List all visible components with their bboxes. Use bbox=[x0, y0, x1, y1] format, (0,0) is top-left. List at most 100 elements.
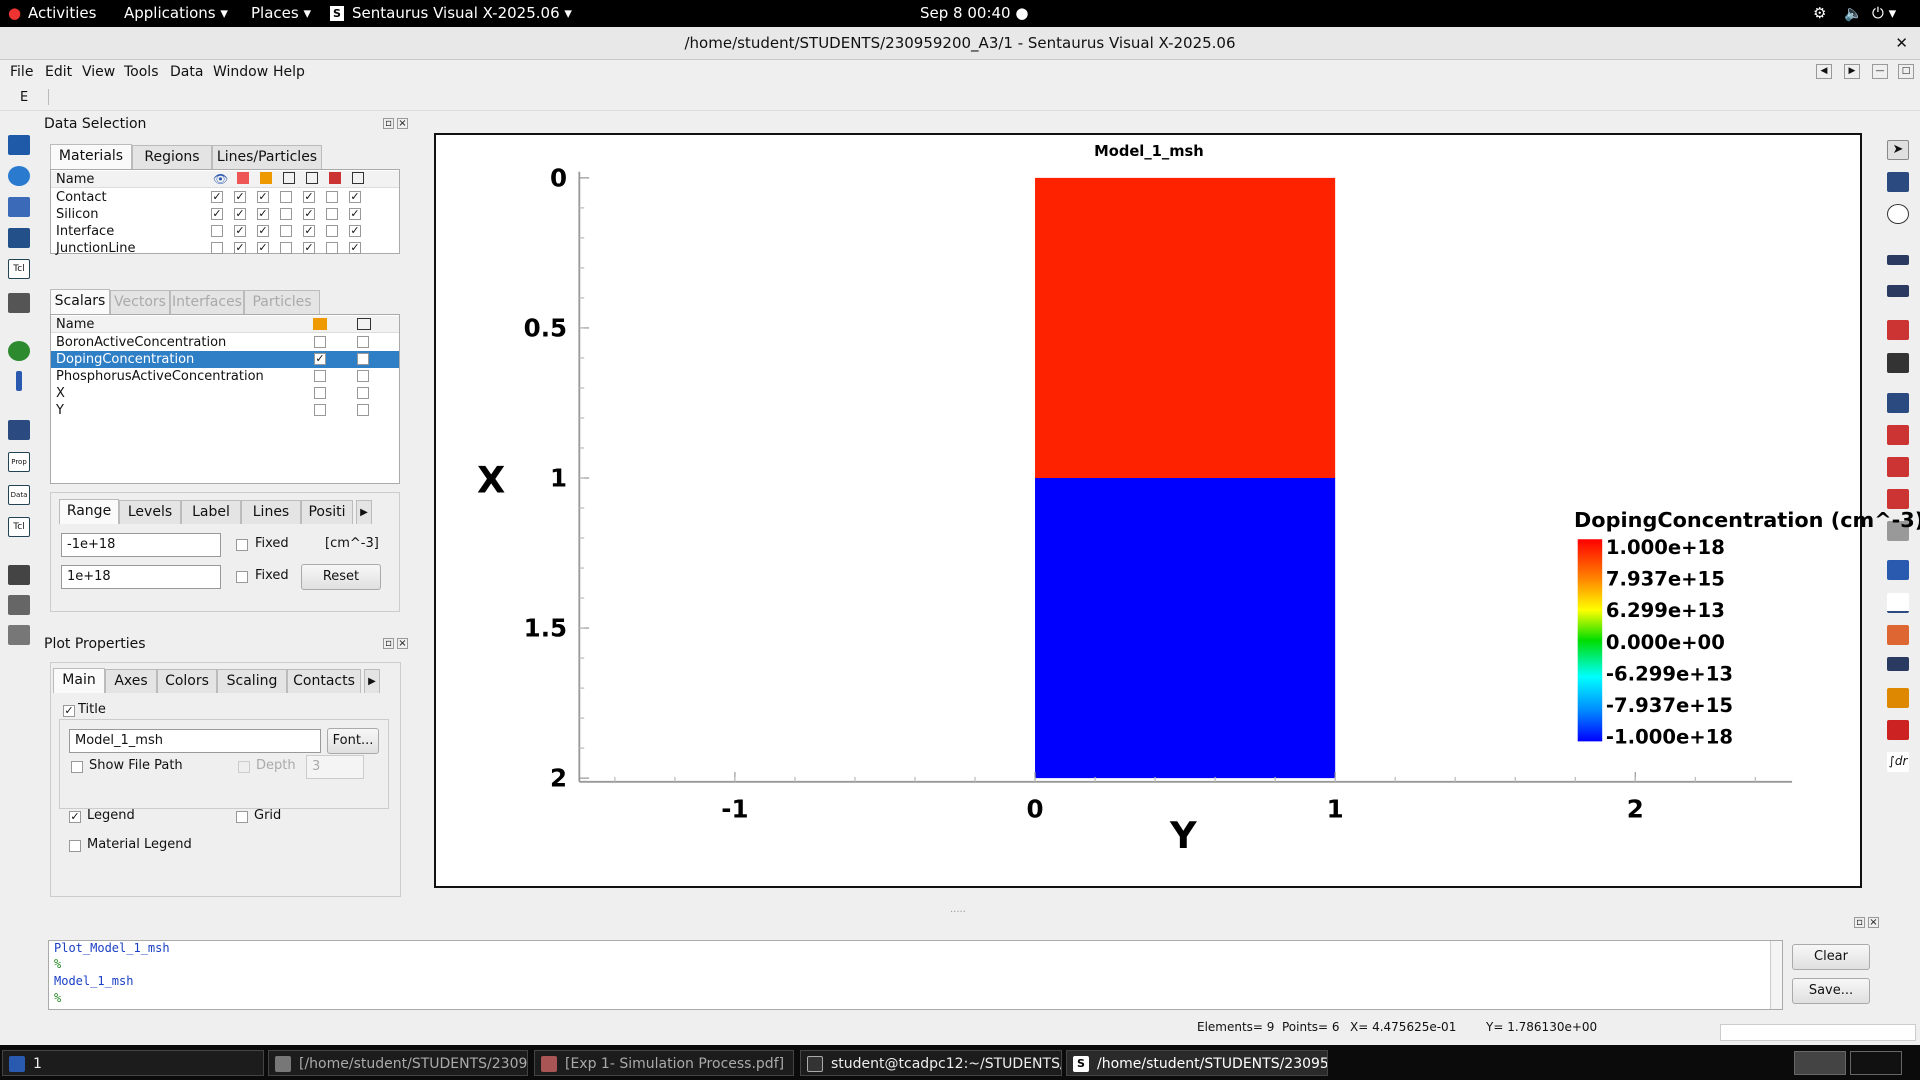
show-file-path-checkbox[interactable] bbox=[71, 761, 83, 773]
material-checkbox[interactable]: ✓ bbox=[349, 190, 361, 203]
taskbar-item-sentaurus[interactable]: S /home/student/STUDENTS/23095... bbox=[1066, 1050, 1328, 1076]
fixed-min-checkbox[interactable] bbox=[236, 539, 248, 551]
tab-vectors[interactable]: Vectors bbox=[110, 290, 170, 314]
tab-materials[interactable]: Materials bbox=[50, 144, 132, 169]
range-min-input[interactable]: -1e+18 bbox=[61, 533, 221, 557]
material-checkbox[interactable]: ✓ bbox=[257, 224, 269, 237]
tab-levels[interactable]: Levels bbox=[119, 500, 181, 524]
reset-button[interactable]: Reset bbox=[301, 564, 381, 590]
scalar-row[interactable]: DopingConcentration bbox=[51, 351, 399, 368]
material-checkbox[interactable] bbox=[280, 208, 292, 220]
title-checkbox[interactable]: ✓ bbox=[63, 704, 75, 717]
material-checkbox[interactable] bbox=[211, 225, 223, 237]
material-checkbox[interactable] bbox=[326, 191, 338, 203]
open-folder-icon[interactable] bbox=[8, 135, 30, 155]
brush-icon[interactable] bbox=[1887, 625, 1909, 645]
places-menu[interactable]: Places ▾ bbox=[251, 4, 312, 22]
movie-frame-icon[interactable] bbox=[8, 595, 30, 615]
cut-z-icon[interactable] bbox=[1887, 521, 1909, 541]
float-icon[interactable]: ▫ bbox=[383, 638, 394, 649]
movie-icon[interactable] bbox=[8, 565, 30, 585]
menu-tools[interactable]: Tools bbox=[124, 64, 159, 80]
maximize-icon[interactable]: □ bbox=[1898, 64, 1914, 79]
prev-icon[interactable]: ◀ bbox=[1816, 64, 1832, 79]
volume-icon[interactable]: 🔈 bbox=[1844, 4, 1863, 22]
streamline-icon[interactable] bbox=[1887, 657, 1909, 671]
tab-axes[interactable]: Axes bbox=[105, 669, 157, 693]
material-checkbox[interactable]: ✓ bbox=[303, 241, 315, 254]
select-icon[interactable] bbox=[1887, 172, 1909, 192]
clear-button[interactable]: Clear bbox=[1792, 944, 1870, 970]
activities-button[interactable]: Activities bbox=[28, 4, 97, 22]
material-row[interactable]: JunctionLine bbox=[51, 240, 399, 257]
material-checkbox[interactable]: ✓ bbox=[349, 241, 361, 254]
scalar-checkbox[interactable] bbox=[357, 370, 369, 382]
material-checkbox[interactable] bbox=[326, 242, 338, 254]
material-checkbox[interactable]: ✓ bbox=[234, 190, 246, 203]
scalar-row[interactable]: BoronActiveConcentration bbox=[51, 334, 399, 351]
cut-icon[interactable] bbox=[1887, 425, 1909, 445]
menu-data[interactable]: Data bbox=[170, 64, 204, 80]
depth-checkbox[interactable] bbox=[238, 761, 250, 773]
close-panel-icon[interactable]: × bbox=[1868, 917, 1879, 928]
menu-file[interactable]: File bbox=[10, 64, 34, 80]
material-checkbox[interactable]: ✓ bbox=[211, 190, 223, 203]
tab-contacts[interactable]: Contacts bbox=[287, 669, 361, 693]
material-checkbox[interactable] bbox=[326, 225, 338, 237]
workspace-1-preview[interactable] bbox=[1794, 1051, 1846, 1075]
tcl-console[interactable]: Plot_Model_1_msh % Model_1_msh % bbox=[48, 940, 1783, 1010]
scalar-checkbox[interactable] bbox=[314, 404, 326, 416]
material-row[interactable]: Contact bbox=[51, 189, 399, 206]
font-button[interactable]: Font... bbox=[327, 728, 379, 754]
taskbar-item-file-manager[interactable]: [/home/student/STUDENTS/2309... bbox=[268, 1050, 528, 1076]
zoom-icon[interactable] bbox=[1887, 204, 1909, 224]
menu-view[interactable]: View bbox=[82, 64, 116, 80]
tcl-console-icon[interactable]: Tcl bbox=[8, 517, 30, 537]
app-menu[interactable]: Sentaurus Visual X-2025.06 ▾ bbox=[352, 4, 572, 22]
tab-particles[interactable]: Particles bbox=[244, 290, 320, 314]
cut-x-icon[interactable] bbox=[1887, 457, 1909, 477]
float-icon[interactable]: ▫ bbox=[383, 118, 394, 129]
console-scrollbar[interactable] bbox=[1770, 941, 1782, 1009]
scalar-checkbox[interactable] bbox=[314, 336, 326, 348]
tab-main[interactable]: Main bbox=[53, 668, 105, 693]
title-input[interactable]: Model_1_msh bbox=[69, 729, 321, 753]
material-checkbox[interactable]: ✓ bbox=[234, 241, 246, 254]
scalar-checkbox[interactable] bbox=[314, 370, 326, 382]
reload-icon[interactable] bbox=[8, 166, 30, 186]
material-checkbox[interactable]: ✓ bbox=[303, 224, 315, 237]
scalar-checkbox[interactable]: ✓ bbox=[314, 352, 326, 365]
pen-icon[interactable] bbox=[16, 371, 22, 391]
load-data-icon[interactable] bbox=[8, 197, 30, 217]
menu-help[interactable]: Help bbox=[273, 64, 305, 80]
grid-checkbox[interactable] bbox=[236, 811, 248, 823]
float-icon[interactable]: ▫ bbox=[1854, 917, 1865, 928]
link-s-icon[interactable] bbox=[1887, 285, 1909, 297]
scalar-row[interactable]: X bbox=[51, 385, 399, 402]
menu-window[interactable]: Window bbox=[213, 64, 269, 80]
tab-position[interactable]: Positi bbox=[301, 500, 353, 524]
close-icon[interactable]: ✕ bbox=[1895, 34, 1908, 52]
tab-scalars[interactable]: Scalars bbox=[50, 289, 110, 314]
properties-icon[interactable]: Prop bbox=[8, 452, 30, 472]
data-panel-icon[interactable]: Data bbox=[8, 485, 30, 505]
taskbar-item-terminal[interactable]: student@tcadpc12:~/STUDENTS/... bbox=[800, 1050, 1062, 1076]
material-checkbox[interactable]: ✓ bbox=[257, 207, 269, 220]
pointer-icon[interactable]: ➤ bbox=[1887, 140, 1909, 160]
range-max-input[interactable]: 1e+18 bbox=[61, 565, 221, 589]
tab-lines[interactable]: Lines bbox=[241, 500, 301, 524]
menu-edit[interactable]: Edit bbox=[45, 64, 73, 80]
depth-input[interactable]: 3 bbox=[306, 755, 364, 779]
material-checkbox[interactable]: ✓ bbox=[211, 207, 223, 220]
scalar-row[interactable]: PhosphorusActiveConcentration bbox=[51, 368, 399, 385]
close-panel-icon[interactable]: × bbox=[397, 118, 408, 129]
network-icon[interactable]: ⚙ bbox=[1813, 4, 1827, 22]
power-icon[interactable]: ⏻ ▾ bbox=[1872, 4, 1897, 22]
scalar-checkbox[interactable] bbox=[357, 336, 369, 348]
material-checkbox[interactable]: ✓ bbox=[349, 207, 361, 220]
material-checkbox[interactable]: ✓ bbox=[349, 224, 361, 237]
probe-icon[interactable] bbox=[1887, 393, 1909, 413]
scalar-checkbox[interactable] bbox=[357, 353, 369, 365]
material-row[interactable]: Silicon bbox=[51, 206, 399, 223]
scalar-checkbox[interactable] bbox=[357, 387, 369, 399]
